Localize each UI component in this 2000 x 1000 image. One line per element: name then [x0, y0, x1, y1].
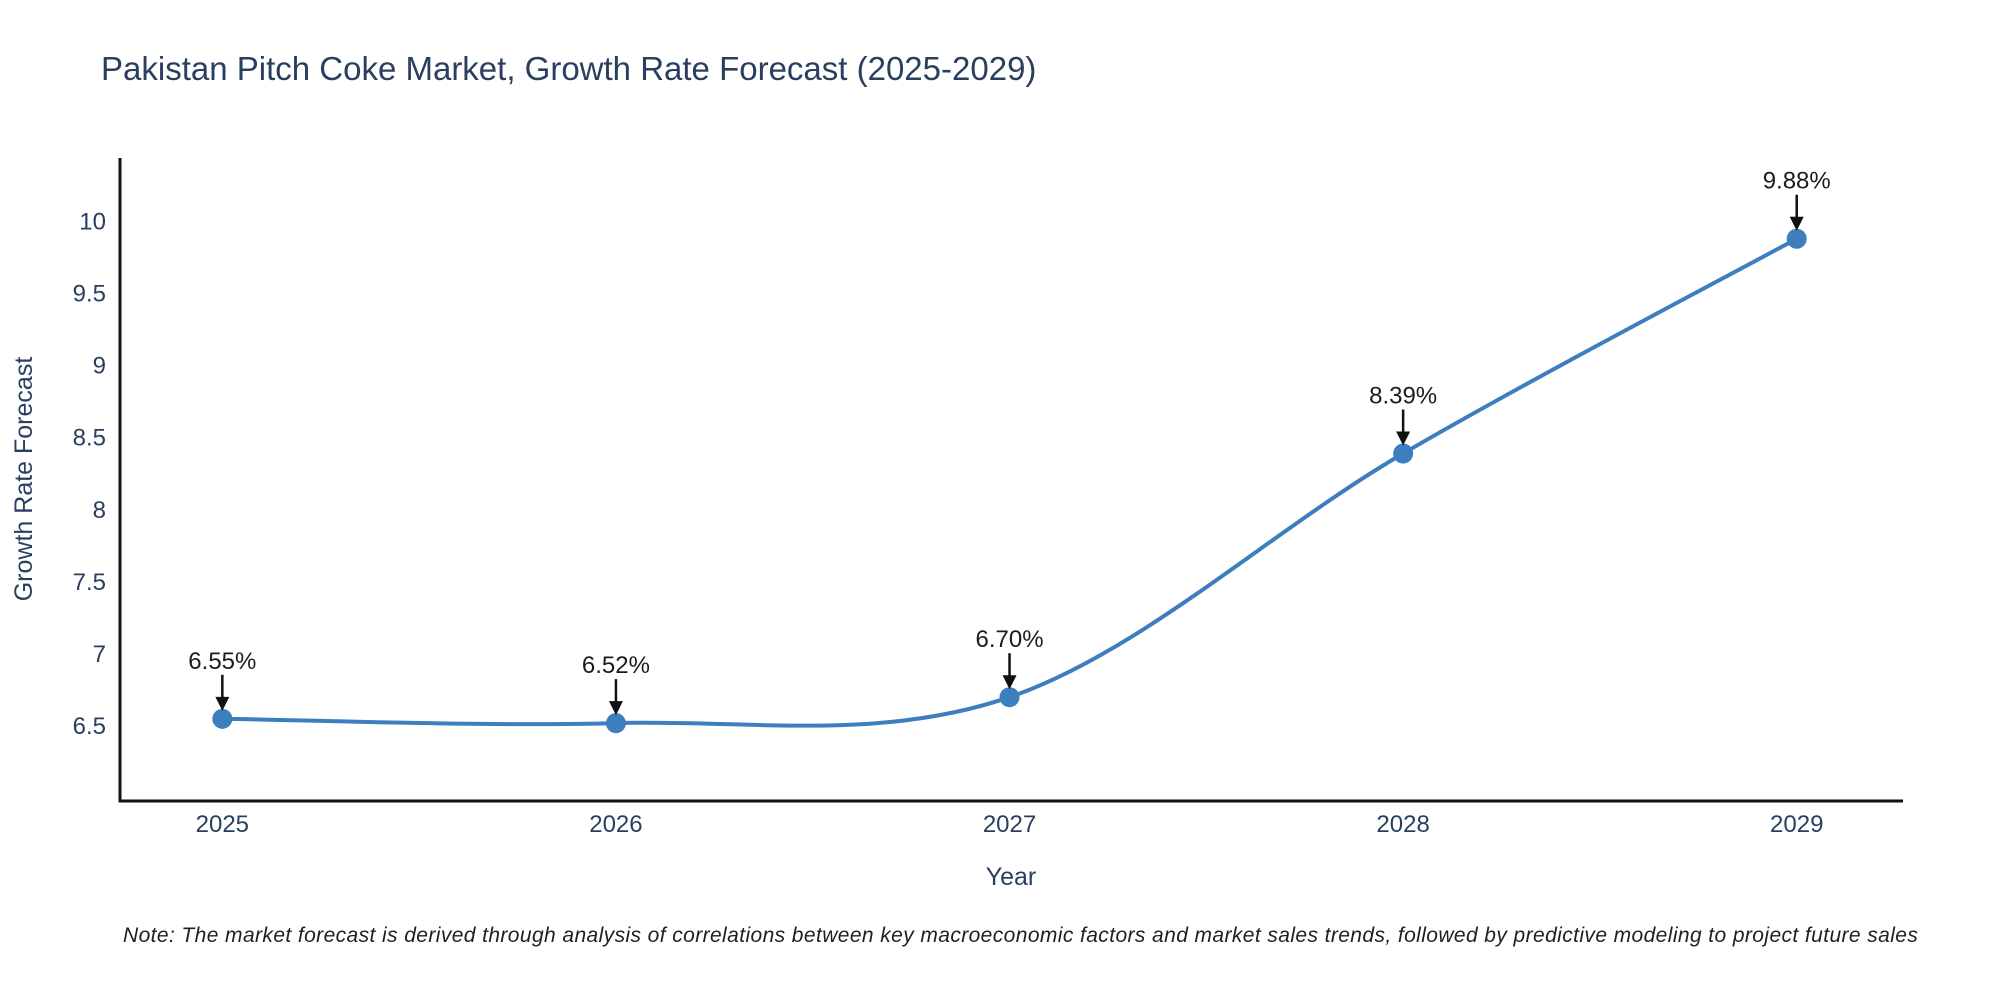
y-tick-label: 9	[93, 353, 106, 380]
data-point-marker	[1786, 228, 1807, 249]
data-point-marker	[212, 708, 233, 729]
data-point-marker	[999, 687, 1020, 708]
annotation-arrowhead	[1002, 675, 1017, 690]
annotation-arrowhead	[215, 696, 230, 711]
annotation-arrowhead	[1789, 216, 1804, 231]
y-tick-label: 7	[93, 641, 106, 668]
point-annotation: 6.70%	[976, 626, 1044, 653]
x-tick-label: 2027	[983, 811, 1036, 838]
y-axis-title: Growth Rate Forecast	[10, 357, 38, 602]
annotation-layer: 6.55% 6.52% 6.70% 8.39% 9.88%	[188, 168, 1831, 716]
y-tick-label: 9.5	[73, 281, 106, 308]
x-tick-label: 2025	[196, 811, 249, 838]
y-tick-label: 8.5	[73, 425, 106, 452]
data-point-marker	[1393, 443, 1414, 464]
x-tick-label: 2029	[1770, 811, 1823, 838]
x-tick-label: 2026	[589, 811, 642, 838]
point-annotation: 8.39%	[1369, 383, 1437, 410]
y-tick-label: 10	[79, 208, 106, 235]
data-point-marker	[605, 713, 626, 734]
annotation-arrowhead	[608, 701, 623, 716]
footnote: Note: The market forecast is derived thr…	[123, 924, 1919, 947]
axes-layer: 6.5 7 7.5 8 8.5 9 9.5 10 2025 2026 2027 2028 2029	[73, 158, 1903, 838]
y-tick-label: 8	[93, 497, 106, 524]
chart-title: Pakistan Pitch Coke Market, Growth Rate …	[101, 50, 1037, 87]
y-tick-label: 6.5	[73, 713, 106, 740]
point-annotation: 6.55%	[188, 648, 256, 675]
x-axis-title: Year	[986, 863, 1037, 891]
series-layer	[212, 228, 1807, 734]
x-tick-label: 2028	[1376, 811, 1429, 838]
annotation-arrowhead	[1396, 431, 1411, 446]
point-annotation: 9.88%	[1763, 168, 1831, 195]
point-annotation: 6.52%	[582, 652, 650, 679]
y-tick-label: 7.5	[73, 569, 106, 596]
